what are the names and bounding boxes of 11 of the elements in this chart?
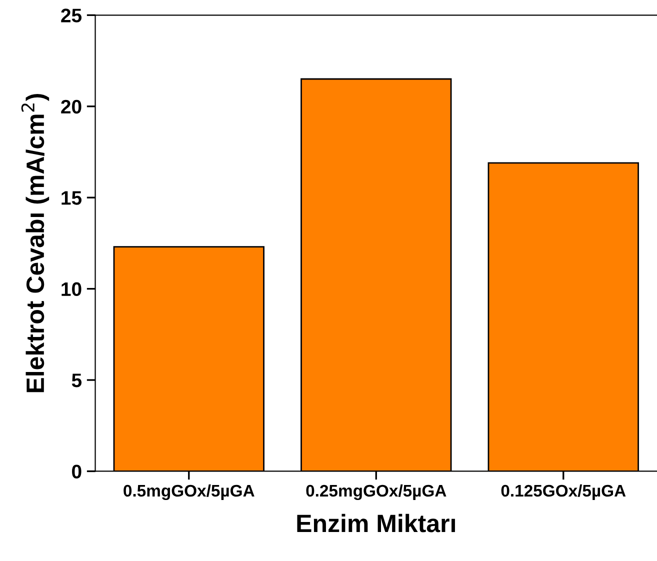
y-tick-label: 5 [72, 374, 82, 388]
x-tick-label: 0.25mgGOx/5µGA [306, 484, 446, 500]
y-axis-title: Elektrot Cevabı (mA/cm$^{2}$) [21, 94, 50, 392]
x-tick-label: 0.125GOx/5µGA [501, 484, 626, 500]
y-tick-label: 0 [72, 464, 82, 478]
x-axis-title: Enzim Miktarı [297, 514, 455, 532]
y-tick-label: 25 [61, 8, 82, 22]
y-tick-label: 15 [62, 191, 82, 205]
x-tick-label: 0.5mgGOx/5µGA [124, 484, 254, 500]
y-tick-label: 10 [62, 282, 82, 296]
y-tick-label: 20 [61, 100, 82, 114]
